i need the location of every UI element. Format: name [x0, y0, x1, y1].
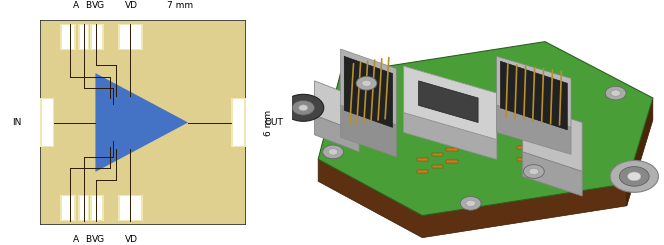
Circle shape	[627, 172, 641, 181]
Polygon shape	[627, 98, 653, 206]
Polygon shape	[318, 42, 653, 216]
Circle shape	[620, 167, 649, 186]
Text: IN: IN	[12, 118, 21, 127]
Circle shape	[362, 80, 371, 86]
Polygon shape	[523, 103, 582, 172]
Bar	[118, 24, 143, 50]
Bar	[517, 146, 529, 149]
Bar	[547, 123, 558, 127]
Bar	[92, 196, 102, 220]
Bar	[231, 98, 246, 147]
Bar	[432, 165, 443, 168]
Bar	[78, 195, 89, 221]
Polygon shape	[315, 115, 359, 152]
Polygon shape	[497, 56, 571, 127]
Bar	[532, 153, 543, 156]
Circle shape	[460, 196, 481, 210]
Circle shape	[466, 200, 475, 207]
Circle shape	[610, 160, 659, 192]
Bar	[42, 99, 52, 146]
Circle shape	[529, 168, 539, 175]
Polygon shape	[96, 73, 188, 172]
Polygon shape	[341, 105, 396, 157]
Circle shape	[611, 90, 620, 96]
Bar	[90, 24, 104, 50]
Text: B: B	[85, 1, 91, 10]
Circle shape	[283, 94, 324, 121]
Text: B: B	[85, 235, 91, 244]
Text: 6 mm: 6 mm	[264, 110, 273, 135]
Bar	[517, 133, 529, 136]
Polygon shape	[344, 56, 392, 127]
Bar	[118, 195, 143, 221]
Bar	[562, 131, 573, 134]
Polygon shape	[315, 81, 359, 132]
Bar	[120, 25, 141, 49]
Text: A: A	[73, 235, 79, 244]
Polygon shape	[341, 49, 396, 125]
Bar	[432, 153, 443, 156]
Text: VD: VD	[125, 1, 138, 10]
Text: VG: VG	[92, 235, 105, 244]
Circle shape	[356, 76, 377, 90]
Bar	[446, 148, 457, 151]
Bar	[417, 158, 428, 161]
Text: VG: VG	[92, 1, 105, 10]
Bar	[446, 160, 457, 163]
Bar	[517, 158, 529, 161]
Bar	[532, 128, 543, 132]
Circle shape	[606, 86, 626, 100]
Text: OUT: OUT	[264, 118, 283, 127]
Bar	[78, 24, 89, 50]
Bar	[547, 148, 558, 151]
Circle shape	[299, 105, 308, 111]
Bar	[80, 25, 88, 49]
Polygon shape	[497, 105, 571, 154]
Bar	[62, 196, 74, 220]
Bar	[80, 196, 88, 220]
Polygon shape	[404, 113, 497, 159]
Bar	[60, 24, 76, 50]
Circle shape	[323, 145, 343, 159]
Bar	[532, 141, 543, 144]
Bar	[233, 99, 244, 146]
Polygon shape	[501, 61, 567, 130]
Bar	[92, 25, 102, 49]
Bar	[120, 196, 141, 220]
Polygon shape	[523, 152, 582, 196]
Bar	[60, 195, 76, 221]
Bar	[562, 143, 573, 146]
Polygon shape	[418, 81, 478, 122]
Polygon shape	[318, 159, 627, 238]
Circle shape	[328, 149, 338, 155]
Text: A: A	[73, 1, 79, 10]
Bar	[62, 25, 74, 49]
Circle shape	[292, 100, 315, 115]
Bar	[562, 119, 573, 122]
Bar	[547, 136, 558, 139]
Text: 7 mm: 7 mm	[167, 1, 193, 10]
Text: VD: VD	[125, 235, 138, 244]
Circle shape	[523, 165, 544, 178]
Bar	[40, 98, 54, 147]
Bar	[417, 170, 428, 173]
Bar	[90, 195, 104, 221]
Polygon shape	[404, 66, 497, 140]
